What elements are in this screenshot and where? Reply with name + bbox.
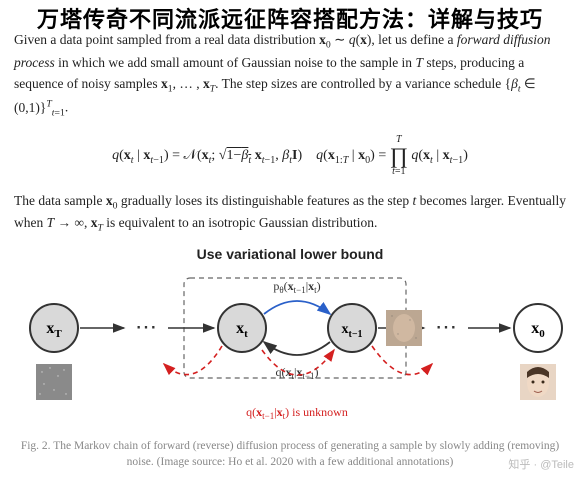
p2-text-a: The data sample xyxy=(14,193,106,208)
figure-title: Use variational lower bound xyxy=(14,244,566,266)
watermark: 知乎 · @Teile xyxy=(508,456,574,472)
p1-text-b: , let us define a xyxy=(371,32,456,47)
figure-caption: Fig. 2. The Markov chain of forward (rev… xyxy=(14,438,566,470)
paragraph-1: Given a data point sampled from a real d… xyxy=(14,30,566,121)
svg-text:⋯: ⋯ xyxy=(135,314,157,339)
equation-block: q(xt | xt−1) = 𝒩(xt; √1−βt xt−1, βtI) q(… xyxy=(14,135,566,177)
p2-text-d: is equivalent to an isotropic Gaussian d… xyxy=(103,215,377,230)
diffusion-diagram: xT xt xt−1 x0 ⋯ ⋯ pθ(xt−1|xt) q(xt|xt−1) xyxy=(14,272,566,432)
math-Tinf: T → ∞, xT xyxy=(47,215,103,230)
svg-text:q(xt−1|xt) is unknown: q(xt−1|xt) is unknown xyxy=(246,405,348,421)
paragraph-2: The data sample x0 gradually loses its d… xyxy=(14,191,566,237)
p1-text-d: in which we add small amount of Gaussian… xyxy=(55,55,416,70)
p1-text-f: . The step sizes are controlled by a var… xyxy=(215,76,505,91)
overlay-chinese-title: 万塔传奇不同流派远征阵容搭配方法：详解与技巧 xyxy=(0,2,580,34)
paper-content: Given a data point sampled from a real d… xyxy=(0,0,580,478)
math-seq: x1, … , xT xyxy=(161,76,215,91)
math-x0-dist: x0 ∼ q(x) xyxy=(319,32,371,47)
p2-text-b: gradually loses its distinguishable feat… xyxy=(117,193,412,208)
svg-text:q(xt|xt−1): q(xt|xt−1) xyxy=(276,365,319,381)
svg-text:pθ(xt−1|xt): pθ(xt−1|xt) xyxy=(273,279,320,295)
svg-text:⋯: ⋯ xyxy=(435,314,457,339)
math-x0b: x0 xyxy=(106,193,118,208)
math-T: T xyxy=(415,55,423,70)
p1-text-a: Given a data point sampled from a real d… xyxy=(14,32,319,47)
p1-text-g: . xyxy=(65,100,68,115)
